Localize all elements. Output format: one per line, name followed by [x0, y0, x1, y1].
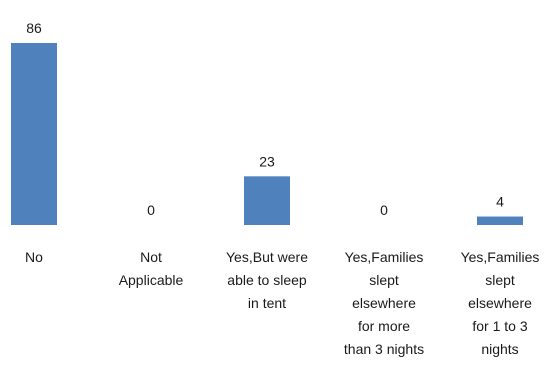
- category-label-line: than 3 nights: [344, 341, 424, 357]
- category-label-line: slept: [485, 272, 515, 288]
- category-label-line: Yes,But were: [226, 249, 308, 265]
- bar-2: [244, 176, 290, 225]
- category-label-line: able to sleep: [227, 272, 307, 288]
- category-label-line: nights: [481, 341, 518, 357]
- category-label-4: Yes,Families slept elsewhere for 1 to 3 nigh…: [461, 249, 540, 357]
- category-label-3: Yes,Families slept elsewhere for more than 3…: [344, 249, 424, 357]
- category-label-line: elsewhere: [352, 295, 416, 311]
- category-label-line: Yes,Families: [461, 249, 540, 265]
- category-label-0: No: [25, 249, 43, 265]
- bar-0: [11, 43, 57, 225]
- category-label-line: for 1 to 3: [472, 318, 527, 334]
- data-label-0: 86: [26, 20, 42, 36]
- category-label-line: Applicable: [119, 272, 184, 288]
- category-label-2: Yes,But were able to sleep in tent: [226, 249, 308, 311]
- category-label-line: in tent: [248, 295, 286, 311]
- data-label-3: 0: [380, 202, 388, 218]
- data-label-1: 0: [147, 202, 155, 218]
- category-label-line: for more: [358, 318, 410, 334]
- category-label-line: No: [25, 249, 43, 265]
- category-label-1: Not Applicable: [119, 249, 184, 288]
- category-label-line: elsewhere: [468, 295, 532, 311]
- category-label-line: Not: [140, 249, 162, 265]
- data-label-2: 23: [259, 153, 275, 169]
- bar-4: [477, 216, 523, 225]
- category-label-line: Yes,Families: [345, 249, 424, 265]
- category-label-line: slept: [369, 272, 399, 288]
- data-label-4: 4: [496, 194, 504, 210]
